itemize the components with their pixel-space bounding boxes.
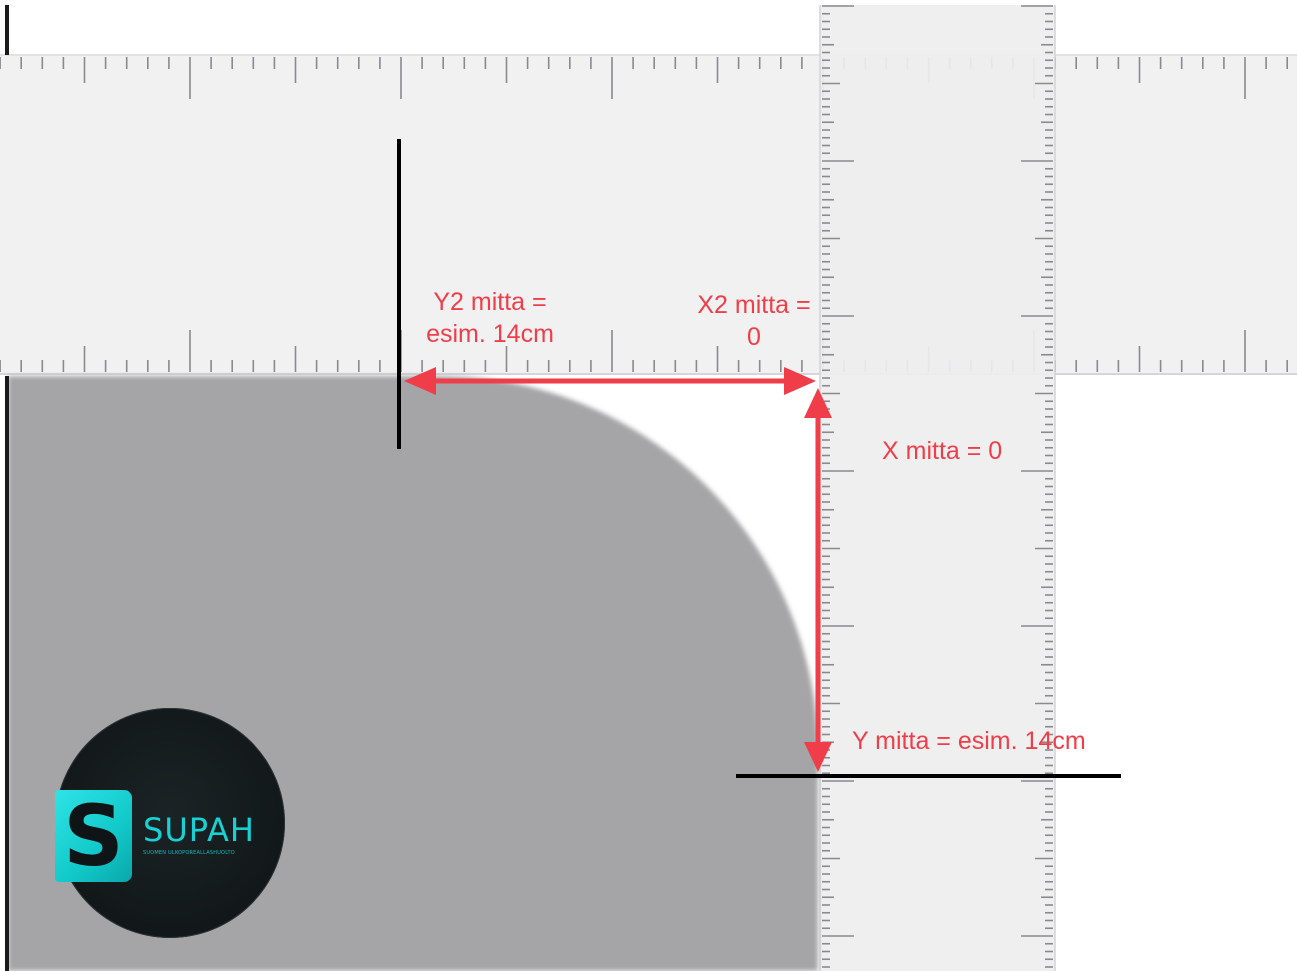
logo-s-icon: S — [55, 790, 132, 882]
top-left-edge-line — [5, 5, 9, 55]
horizontal-ruler — [0, 55, 1297, 375]
x-measurement-label: X mitta = 0 — [882, 437, 1003, 465]
vertical-ruler-right-ticks — [1021, 5, 1053, 968]
x2-label-line2: 0 — [747, 323, 761, 351]
logo-wordmark: SUPAH — [143, 811, 255, 849]
vertical-ruler — [820, 5, 1055, 971]
supah-logo: S SUPAH SUOMEN ULKOPOREALLASHUOLTO — [55, 708, 285, 938]
horizontal-measure-arrow — [404, 367, 816, 395]
logo-tagline: SUOMEN ULKOPOREALLASHUOLTO — [143, 850, 235, 856]
y-measurement-label: Y mitta = esim. 14cm — [852, 727, 1086, 755]
vertical-ruler-left-ticks — [822, 5, 854, 968]
x2-label-line1: X2 mitta = — [697, 291, 811, 319]
y2-measurement-label: Y2 mitta = esim. 14cm — [410, 286, 570, 350]
y2-label-line1: Y2 mitta = — [433, 288, 547, 316]
vertical-measure-arrow — [804, 388, 832, 772]
y2-label-line2: esim. 14cm — [426, 320, 554, 348]
horizontal-ruler-bottom-ticks — [0, 330, 1288, 372]
x2-measurement-label: X2 mitta = 0 — [684, 289, 824, 353]
left-edge-line — [5, 376, 9, 971]
